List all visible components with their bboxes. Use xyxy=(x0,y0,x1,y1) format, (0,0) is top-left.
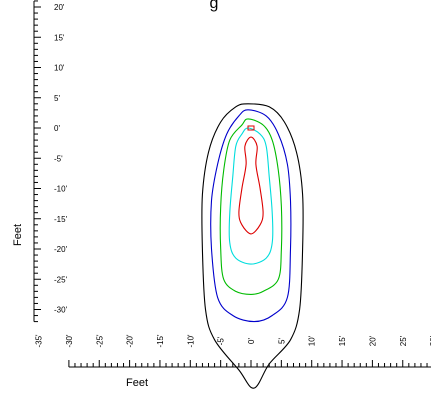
x-tick-label: 30' xyxy=(429,335,431,346)
x-tick-label: -20' xyxy=(126,334,135,348)
contour-lines xyxy=(201,103,304,389)
y-tick-label: 15' xyxy=(54,33,65,42)
x-tick-label: -25' xyxy=(95,334,104,348)
source-marker xyxy=(247,125,255,131)
contour-line xyxy=(228,127,274,265)
contour-line xyxy=(219,118,283,295)
x-tick-label: -10' xyxy=(186,334,195,348)
y-tick-label: 10' xyxy=(54,64,65,73)
x-axis-title: Feet xyxy=(126,377,148,389)
x-tick-label: 10' xyxy=(308,335,317,346)
y-tick-label: -25' xyxy=(54,275,68,284)
x-tick-label: -15' xyxy=(156,334,165,348)
x-axis: -35' -30' -25' -20' -15' -10' -5' 0' 5' 10' 15' 20'… xyxy=(35,334,431,368)
x-tick-label: 15' xyxy=(338,335,347,346)
contour-line xyxy=(238,136,264,235)
y-tick-label: 0' xyxy=(54,124,60,133)
contour-line xyxy=(210,109,292,323)
y-tick-label: -10' xyxy=(54,185,68,194)
y-tick-label: 20' xyxy=(54,3,65,12)
x-tick-label: 25' xyxy=(399,335,408,346)
x-tick-label: 0' xyxy=(247,338,256,344)
y-axis-title: Feet xyxy=(12,224,24,246)
x-tick-label: -5' xyxy=(217,336,226,345)
x-tick-label: 20' xyxy=(368,335,377,346)
y-axis: 20' 15' 10' 5' 0' -5' -10' -15' -20' -25' -30' xyxy=(33,0,68,323)
x-tick-label: -35' xyxy=(35,334,44,348)
x-tick-label: 5' xyxy=(277,338,286,344)
y-tick-label: -30' xyxy=(54,306,68,315)
y-tick-label: -15' xyxy=(54,215,68,224)
x-tick-label: -30' xyxy=(65,334,74,348)
contour-line xyxy=(201,103,304,389)
y-tick-label: 5' xyxy=(54,94,60,103)
y-tick-label: -5' xyxy=(54,154,63,163)
y-tick-label: -20' xyxy=(54,245,68,254)
chart-title-partial: g xyxy=(210,0,219,12)
